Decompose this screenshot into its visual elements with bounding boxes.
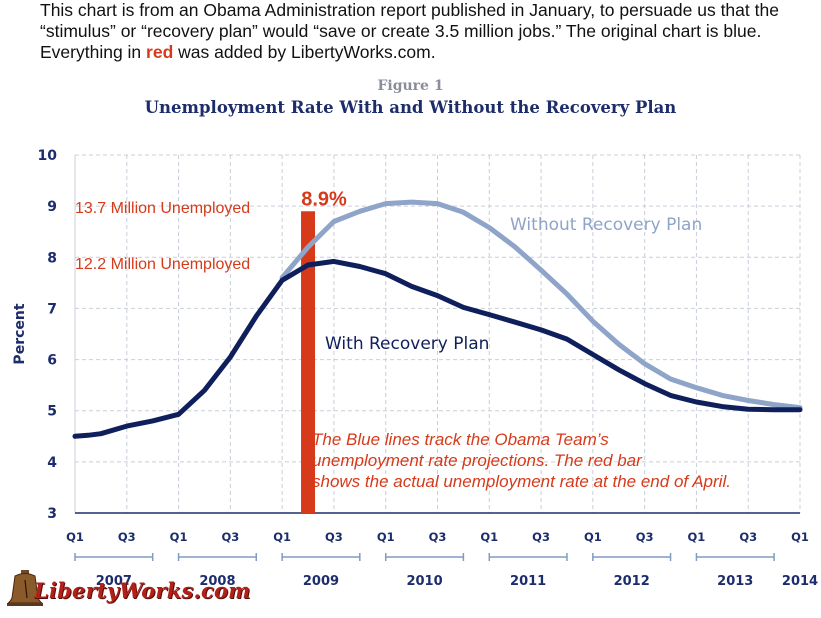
series-label-with-plan: With Recovery Plan [325,334,489,354]
figure-label: Figure 1 [377,78,444,94]
y-tick-label: 8 [47,250,57,266]
y-tick-label: 4 [47,455,57,471]
note-line: The Blue lines track the Obama Team’s [312,430,609,449]
x-tick-label: Q3 [118,530,136,544]
x-tick-label: Q1 [584,530,602,544]
x-tick-label: Q3 [636,530,654,544]
x-tick-label: Q3 [429,530,447,544]
x-tick-label: Q1 [273,530,291,544]
x-tick-label: Q3 [532,530,550,544]
year-label: 2010 [406,574,442,589]
actual-rate-bar [301,211,316,513]
series-layer [72,199,803,439]
label-layer: 8.9% Without Recovery Plan With Recovery P… [75,188,731,491]
intro-part1: This chart is from an Obama Administrati… [40,0,779,62]
x-tick-label: Q1 [688,530,706,544]
year-label: 2013 [717,574,753,589]
year-label: 2014 [782,574,818,589]
with-unemployed-label: 12.2 Million Unemployed [75,256,250,273]
logo-text: LibertyWorks.com [34,578,251,603]
y-tick-label: 5 [47,404,57,420]
y-tick-label: 3 [47,506,57,522]
chart-title: Unemployment Rate With and Without the R… [144,98,677,117]
intro-part2: was added by LibertyWorks.com. [173,42,436,62]
x-tick-label: Q1 [377,530,395,544]
intro-text: This chart is from an Obama Administrati… [40,0,820,63]
x-tick-label: Q3 [221,530,239,544]
year-label: 2008 [199,574,235,589]
y-tick-label: 7 [47,301,57,317]
liberty-bell-icon [7,570,43,606]
x-tick-label: Q1 [480,530,498,544]
grid [75,154,801,513]
x-tick-label: Q1 [170,530,188,544]
axes: 3 4 5 6 7 8 9 10 Q1 Q3 Q1 Q3 Q1 Q3 Q1 Q3 Q1 Q3 Q1 Q3 Q1 Q3 Q1 2… [12,148,818,589]
bar-value-label: 8.9% [301,188,347,210]
y-tick-label: 6 [47,353,57,369]
year-label: 2007 [96,574,132,589]
note-line: shows the actual unemployment rate at th… [312,472,731,491]
year-label: 2012 [614,574,650,589]
x-tick-label: Q3 [739,530,757,544]
y-tick-label: 10 [38,148,58,164]
series-label-without-plan: Without Recovery Plan [510,215,702,235]
y-tick-label: 9 [47,199,57,215]
y-axis-label: Percent [12,303,28,364]
note-line: unemployment rate projections. The red b… [312,451,643,470]
intro-red-word: red [146,42,174,62]
series-line-without-plan [279,199,803,411]
year-label: 2011 [510,574,546,589]
without-unemployed-label: 13.7 Million Unemployed [75,200,250,217]
red-bar-layer [301,211,316,513]
year-label: 2009 [303,574,339,589]
x-tick-label: Q1 [791,530,809,544]
x-tick-label: Q1 [66,530,84,544]
series-line-with-plan [72,258,803,439]
logo [7,570,43,606]
x-tick-label: Q3 [325,530,343,544]
